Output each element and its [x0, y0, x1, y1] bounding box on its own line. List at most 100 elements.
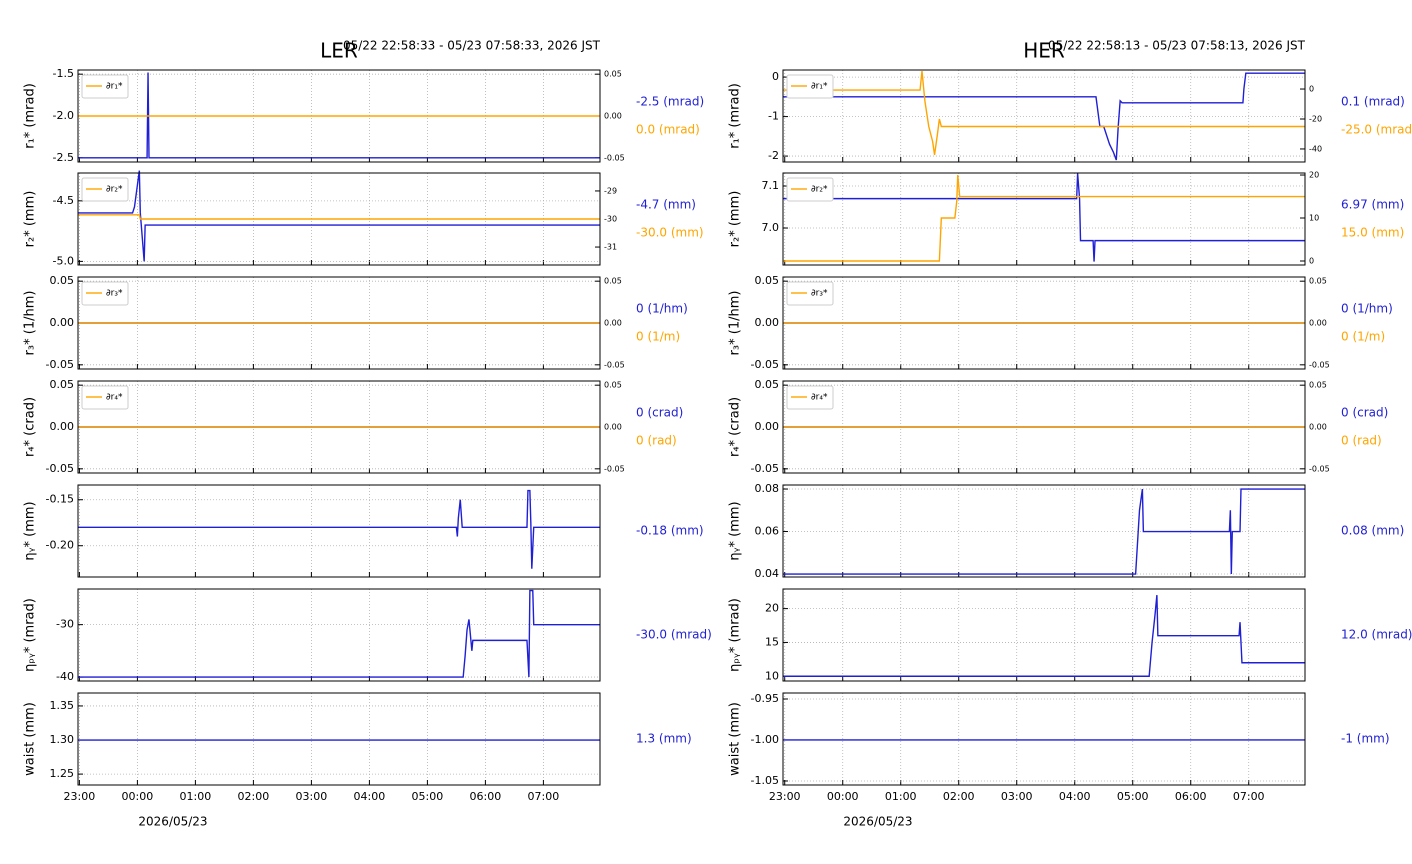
plot-frame — [782, 276, 1306, 370]
y-tick-label: -0.15 — [46, 493, 74, 506]
readout: -30.0 (mrad) — [636, 628, 712, 642]
legend-box — [81, 385, 129, 410]
y-axis-label: r₁* (mrad) — [23, 83, 38, 149]
legend-label: ∂r₃* — [811, 289, 828, 299]
x-tick-label: 01:00 — [885, 790, 917, 803]
x-tick-label: 02:00 — [238, 790, 270, 803]
x-tick-label: 06:00 — [1175, 790, 1207, 803]
plot-frame — [782, 69, 1306, 163]
plot-frame — [77, 172, 601, 266]
y-axis-label: r₃* (1/hm) — [728, 291, 743, 356]
y-axis-label: ηₚᵧ* (mrad) — [728, 598, 743, 672]
series-line — [783, 595, 1305, 677]
y2-tick-label: 0.00 — [604, 423, 622, 432]
y2-tick-label: 20 — [1309, 171, 1319, 180]
x-tick-label: 02:00 — [943, 790, 975, 803]
readout: 0 (crad) — [636, 406, 683, 420]
y-tick-label: -4.5 — [53, 194, 74, 207]
series-line — [783, 174, 1305, 262]
legend-label: ∂r₄* — [106, 393, 123, 403]
y-tick-label: -1.5 — [53, 67, 74, 80]
chart-subtitle: 05/22 22:58:33 - 05/23 07:58:33, 2026 JS… — [343, 39, 601, 53]
y-tick-label: 0.00 — [50, 316, 75, 329]
legend-box — [786, 74, 834, 99]
plot-frame — [782, 692, 1306, 786]
readout: 0 (rad) — [636, 434, 677, 448]
readout: 12.0 (mrad) — [1341, 628, 1412, 642]
y-tick-label: -2.5 — [53, 151, 74, 164]
y-tick-label: -1.00 — [751, 733, 779, 746]
y-tick-label: 0.00 — [50, 420, 75, 433]
y2-tick-label: -0.05 — [1309, 360, 1330, 369]
y2-tick-label: -20 — [1309, 114, 1322, 123]
y-tick-label: 0.05 — [755, 274, 780, 287]
y2-tick-label: -0.05 — [604, 360, 625, 369]
series-line — [783, 488, 1305, 575]
plot-area — [78, 693, 600, 785]
y2-tick-label: -0.05 — [604, 153, 625, 162]
plot-frame — [782, 380, 1306, 474]
y-tick-label: -40 — [56, 670, 74, 683]
y-axis-label: ηᵧ* (mm) — [23, 501, 38, 560]
plot-frame — [782, 172, 1306, 266]
y-tick-label: 7.1 — [762, 179, 780, 192]
y2-tick-label: -0.05 — [604, 464, 625, 473]
y-axis-label: waist (mm) — [728, 702, 743, 776]
readout: 0.0 (mrad) — [636, 123, 700, 137]
y-tick-label: 1.30 — [50, 733, 75, 746]
y2-tick-label: 0.05 — [1309, 381, 1327, 390]
x-tick-label: 05:00 — [1117, 790, 1149, 803]
readout: 15.0 (mm) — [1341, 226, 1404, 240]
y-tick-label: -1 — [768, 110, 779, 123]
date-label: 2026/05/23 — [843, 815, 912, 829]
x-tick-label: 23:00 — [769, 790, 801, 803]
legend-box — [81, 74, 129, 99]
series-line — [78, 589, 600, 678]
y2-tick-label: -29 — [604, 186, 617, 195]
x-tick-label: 05:00 — [412, 790, 444, 803]
y2-tick-label: -30 — [604, 215, 617, 224]
y-tick-label: -0.95 — [751, 692, 779, 705]
y2-tick-label: 0.00 — [1309, 423, 1327, 432]
y-axis-label: r₃* (1/hm) — [23, 291, 38, 356]
plot-frame — [77, 380, 601, 474]
y-axis-label: ηᵧ* (mm) — [728, 501, 743, 560]
y2-tick-label: 0.05 — [604, 381, 622, 390]
readout: -1 (mm) — [1341, 732, 1390, 746]
y-tick-label: 0.05 — [50, 378, 75, 391]
series-line — [78, 72, 600, 159]
chart-title: LER — [320, 39, 358, 63]
legend-box — [81, 281, 129, 306]
y-tick-label: -1.05 — [751, 774, 779, 787]
plot-frame — [77, 69, 601, 163]
plot-area — [783, 70, 1305, 162]
series-line — [78, 489, 600, 569]
x-tick-label: 03:00 — [296, 790, 328, 803]
y-tick-label: -0.05 — [46, 358, 74, 371]
y-tick-label: 7.0 — [762, 221, 780, 234]
legend-label: ∂r₃* — [106, 289, 123, 299]
y-tick-label: 15 — [765, 635, 779, 648]
chart-subtitle: 05/22 22:58:13 - 05/23 07:58:13, 2026 JS… — [1048, 39, 1306, 53]
y-axis-label: ηₚᵧ* (mrad) — [23, 598, 38, 672]
readout: 0 (1/m) — [636, 330, 680, 344]
y-tick-label: 20 — [765, 602, 779, 615]
readout: 0 (1/hm) — [1341, 302, 1393, 316]
x-tick-label: 01:00 — [180, 790, 212, 803]
readout: 1.3 (mm) — [636, 732, 692, 746]
series-line — [78, 170, 600, 262]
y-tick-label: -5.0 — [53, 254, 74, 267]
y2-tick-label: 0 — [1309, 257, 1314, 266]
plot-frame — [782, 588, 1306, 682]
y-axis-label: r₁* (mrad) — [728, 83, 743, 149]
y2-tick-label: 0.00 — [604, 319, 622, 328]
date-label: 2026/05/23 — [138, 815, 207, 829]
plot-area — [783, 173, 1305, 265]
x-tick-label: 04:00 — [354, 790, 386, 803]
y2-tick-label: 0.00 — [604, 112, 622, 121]
series-line — [783, 70, 1305, 156]
y-tick-label: -0.20 — [46, 539, 74, 552]
plot-frame — [77, 484, 601, 578]
y-axis-label: waist (mm) — [23, 702, 38, 776]
readout: 0.1 (mrad) — [1341, 95, 1405, 109]
